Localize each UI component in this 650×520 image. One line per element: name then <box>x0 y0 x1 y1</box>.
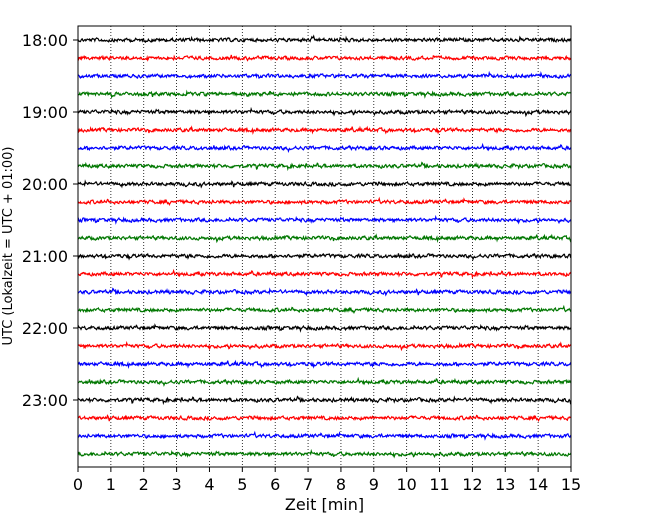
x-tick-label: 7 <box>303 475 313 494</box>
trace-2100 <box>77 252 572 262</box>
x-tick-label: 8 <box>336 475 346 494</box>
trace-1900 <box>77 106 572 118</box>
x-tick-label: 15 <box>561 475 581 494</box>
x-tick-label: 1 <box>106 475 116 494</box>
trace-1945 <box>77 161 572 172</box>
trace-2230 <box>77 359 572 369</box>
seismic-traces <box>77 34 572 459</box>
y-tick-label: 23:00 <box>22 391 68 410</box>
x-tick-label: 11 <box>429 475 449 494</box>
y-tick-label: 21:00 <box>22 247 68 266</box>
trace-2045 <box>77 233 572 244</box>
y-axis-ticks: 18:00 19:00 20:00 21:00 22:00 23:00 <box>22 31 78 410</box>
x-tick-label: 5 <box>237 475 247 494</box>
y-axis-label: UTC (Lokalzeit = UTC + 01:00) <box>1 147 16 346</box>
trace-2315 <box>77 414 572 423</box>
trace-2215 <box>77 340 572 352</box>
trace-1845 <box>77 89 572 99</box>
x-tick-label: 0 <box>73 475 83 494</box>
x-tick-label: 6 <box>270 475 280 494</box>
x-tick-label: 2 <box>139 475 149 494</box>
x-tick-label: 3 <box>172 475 182 494</box>
trace-2300 <box>77 395 572 406</box>
trace-2330 <box>77 430 572 441</box>
x-tick-label: 13 <box>495 475 515 494</box>
y-tick-label: 20:00 <box>22 175 68 194</box>
x-tick-label: 4 <box>204 475 214 494</box>
y-tick-label: 19:00 <box>22 103 68 122</box>
trace-1930 <box>77 142 572 154</box>
x-axis-ticks: 0 1 2 3 4 5 6 7 8 9 10 11 12 13 14 15 <box>73 467 581 494</box>
x-tick-label: 10 <box>396 475 416 494</box>
trace-2245 <box>77 376 572 388</box>
trace-1830 <box>77 70 572 80</box>
x-tick-label: 9 <box>369 475 379 494</box>
trace-2015 <box>77 196 572 207</box>
trace-2000 <box>77 179 572 189</box>
plot-frame <box>77 25 572 468</box>
plot-area <box>78 26 571 467</box>
trace-2145 <box>77 304 572 315</box>
x-tick-label: 12 <box>462 475 482 494</box>
y-tick-label: 18:00 <box>22 31 68 50</box>
x-axis-label: Zeit [min] <box>285 495 364 514</box>
trace-2345 <box>77 448 572 459</box>
trace-1815 <box>77 54 572 62</box>
trace-2030 <box>77 214 572 225</box>
trace-1800 <box>77 34 572 44</box>
trace-2115 <box>77 268 572 280</box>
y-tick-label: 22:00 <box>22 319 68 338</box>
x-tick-label: 14 <box>528 475 548 494</box>
trace-2200 <box>77 323 572 333</box>
trace-2130 <box>77 287 572 297</box>
trace-1915 <box>77 125 572 135</box>
